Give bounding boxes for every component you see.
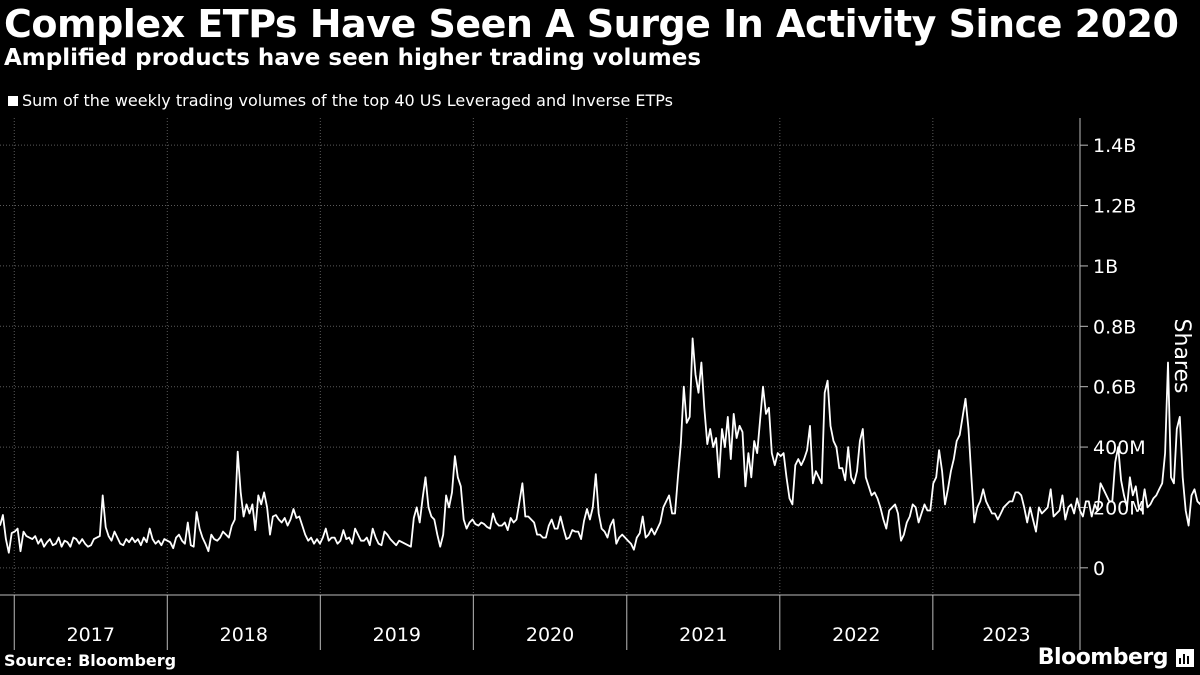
x-tick-label: 2019 [373, 624, 421, 646]
x-tick-label: 2017 [67, 624, 115, 646]
grid-lines [0, 118, 1080, 595]
x-tick-label: 2020 [526, 624, 574, 646]
x-tick-label: 2023 [982, 624, 1030, 646]
axes [0, 118, 1088, 650]
y-tick-label: 1.2B [1093, 196, 1136, 218]
y-tick-label: 200M [1093, 497, 1146, 519]
legend: Sum of the weekly trading volumes of the… [8, 91, 673, 110]
legend-swatch [8, 95, 18, 106]
y-tick-label: 400M [1093, 437, 1146, 459]
series-lines [0, 337, 1200, 554]
x-tick-label: 2018 [220, 624, 268, 646]
bloomberg-logo-icon [1176, 649, 1194, 667]
legend-label: Sum of the weekly trading volumes of the… [22, 91, 673, 110]
y-tick-label: 0.8B [1093, 316, 1136, 338]
x-tick-label: 2021 [679, 624, 727, 646]
y-tick-label: 0 [1093, 558, 1105, 580]
y-tick-label: 0.6B [1093, 377, 1136, 399]
y-axis-title: Shares [1169, 319, 1194, 394]
y-tick-label: 1.4B [1093, 135, 1136, 157]
x-tick-label: 2022 [832, 624, 880, 646]
chart-subtitle: Amplified products have seen higher trad… [4, 45, 702, 71]
brand-wordmark: Bloomberg [1037, 645, 1169, 670]
y-tick-label: 1B [1093, 256, 1118, 278]
chart-title: Complex ETPs Have Seen A Surge In Activi… [4, 2, 1179, 46]
series-line [0, 337, 1200, 554]
source-note: Source: Bloomberg [4, 651, 177, 670]
tick-labels: 0 200M 400M 0.6B 0.8B 1B 1.2B 1.4B 2017 2018 2019 2… [67, 135, 1194, 646]
